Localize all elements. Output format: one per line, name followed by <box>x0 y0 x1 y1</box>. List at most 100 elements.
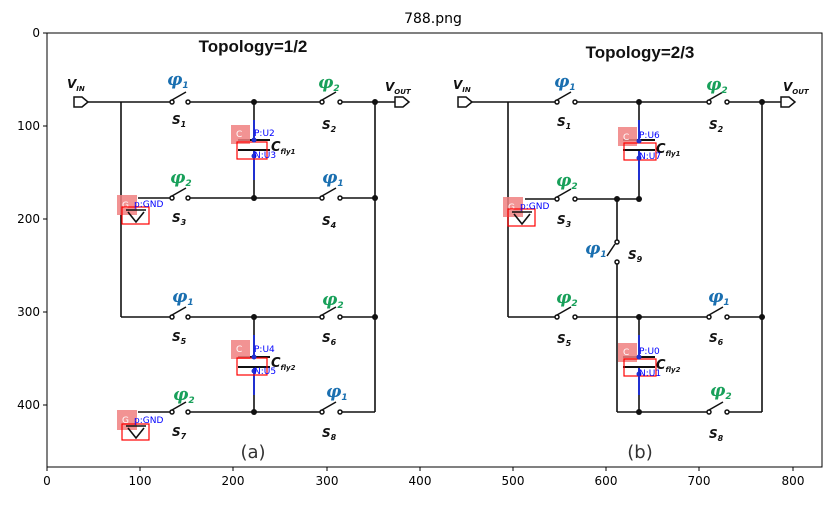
x-tick-label: 700 <box>688 474 711 488</box>
phase-label-b5: φ2 <box>556 288 578 309</box>
y-tick-label: 0 <box>32 26 40 40</box>
cap-n-tag-a2: N:U5 <box>254 367 276 377</box>
bbox-annotation <box>121 423 150 441</box>
bbox-annotation <box>507 208 536 227</box>
switch-label-b-s5: S5 <box>557 332 572 348</box>
topology-title-b: Topology=2/3 <box>586 43 695 62</box>
y-tick-labels: 0 100 200 300 400 <box>17 26 40 412</box>
vout-port-icon <box>394 96 411 108</box>
vin-label-a: VIN <box>67 77 85 93</box>
x-tick-label: 500 <box>502 474 525 488</box>
pin-dot <box>251 153 257 159</box>
vout-port-icon <box>780 96 797 108</box>
switch-icon <box>554 306 578 320</box>
x-tick-label: 200 <box>222 474 245 488</box>
cap-label-a1: Cfly1 <box>271 140 296 156</box>
phase-label-b3: φ2 <box>556 171 578 192</box>
switch-icon <box>319 91 343 105</box>
phase-label-a5: φ1 <box>172 287 194 308</box>
x-tick-label: 800 <box>782 474 805 488</box>
switch-icon <box>319 401 343 415</box>
switch-label-b-s6: S6 <box>709 331 724 347</box>
cap-marker-letter: C <box>623 133 629 143</box>
cap-n-tag-b1: N:U7 <box>639 152 661 162</box>
cap-marker <box>231 340 250 359</box>
switch-label-a-s3: S3 <box>172 211 187 227</box>
phase-label-a3: φ2 <box>170 168 192 189</box>
vin-port-icon <box>73 96 90 108</box>
cap-p-tag-b2: P:U0 <box>639 347 660 357</box>
panel-label-a: (a) <box>240 442 265 463</box>
phase-label-b8: φ2 <box>710 381 732 402</box>
switch-label-a-s5: S5 <box>172 330 187 346</box>
bbox-annotation <box>121 206 150 225</box>
switch-icon <box>169 306 191 320</box>
cap-p-tag-a1: P:U2 <box>254 129 275 139</box>
switch-icon <box>706 91 730 105</box>
pin-dot <box>636 138 642 144</box>
phase-label-b6: φ1 <box>708 287 730 308</box>
switch-label-a-s4: S4 <box>322 214 337 230</box>
switch-label-a-s2: S2 <box>322 118 337 134</box>
switch-label-b-s2: S2 <box>709 118 724 134</box>
y-axis <box>43 32 47 406</box>
phase-label-a8: φ1 <box>326 382 348 403</box>
cap-label-a2: Cfly2 <box>271 356 296 372</box>
pin-dot <box>636 155 642 161</box>
switches-a <box>169 91 343 415</box>
cap-marker-letter: C <box>236 345 242 355</box>
phase-label-a7: φ2 <box>173 385 195 406</box>
circuit-a: Topology=1/2 <box>67 37 412 463</box>
y-tick-label: 400 <box>17 398 40 412</box>
ground-icon <box>126 425 146 440</box>
topology-title-a: Topology=1/2 <box>199 37 308 56</box>
x-tick-label: 0 <box>43 474 51 488</box>
cap-p-tag-a2: P:U4 <box>254 345 275 355</box>
cap-n-tag-b2: N:U1 <box>639 369 661 379</box>
figure-title: 788.png <box>404 11 462 27</box>
pin-dot <box>636 354 642 360</box>
switch-icon <box>319 187 343 201</box>
phase-label-a6: φ2 <box>322 290 344 311</box>
gnd-marker-letter: G <box>508 203 515 213</box>
x-tick-labels: 0 100 200 300 400 500 600 700 800 <box>43 474 804 488</box>
switch-label-a-s7: S7 <box>172 425 187 441</box>
x-tick-label: 100 <box>129 474 152 488</box>
junctions-a <box>251 99 378 415</box>
pin-dot <box>636 371 642 377</box>
switches-b <box>554 91 730 415</box>
switch-icon <box>319 306 343 320</box>
pin-dot <box>251 368 257 374</box>
phase-label-b1: φ1 <box>554 72 576 93</box>
cap-marker-letter: C <box>623 348 629 358</box>
gnd-marker-letter: G <box>122 416 129 426</box>
switch-label-b-s1: S1 <box>557 115 571 131</box>
phase-label-a2: φ2 <box>318 73 340 94</box>
x-tick-label: 400 <box>409 474 432 488</box>
ground-icon <box>512 211 532 226</box>
y-tick-label: 200 <box>17 212 40 226</box>
junctions-b <box>614 99 765 415</box>
switch-icon <box>706 306 730 320</box>
switch-icon <box>554 188 578 202</box>
cap-marker <box>618 127 637 146</box>
pin-dot <box>251 354 257 360</box>
switch-icon <box>169 91 191 105</box>
switch-label-a-s8: S8 <box>322 426 337 442</box>
cap-marker <box>231 125 250 144</box>
gnd-tag-b1: p:GND <box>520 202 549 212</box>
vin-label-b: VIN <box>453 78 471 94</box>
ground-icon <box>126 209 146 224</box>
switch-label-b-s8: S8 <box>709 427 724 443</box>
switch-icon <box>606 239 620 265</box>
wires-b <box>472 101 781 413</box>
cap-n-tag-a1: N:U3 <box>254 151 276 161</box>
gnd-marker-letter: G <box>122 201 129 211</box>
phase-label-a4: φ1 <box>322 168 344 189</box>
image-area <box>46 32 823 468</box>
switch-label-a-s6: S6 <box>322 331 337 347</box>
vout-label-b: VOUT <box>783 80 810 96</box>
gnd-tag-a1: p:GND <box>134 200 163 210</box>
switch-icon <box>554 91 578 105</box>
x-axis <box>46 467 794 471</box>
